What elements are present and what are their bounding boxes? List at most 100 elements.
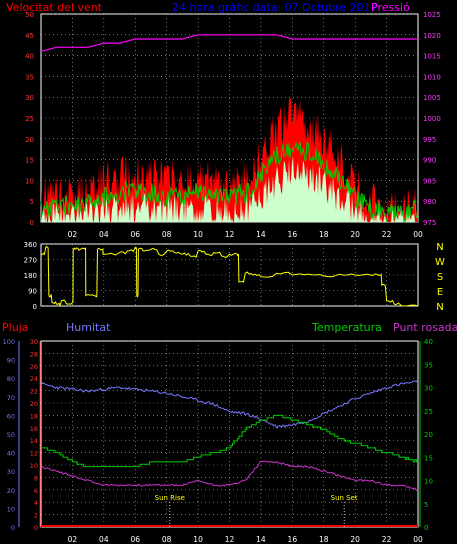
temperature-tick-label: 20 xyxy=(424,431,433,439)
sunset-label: Sun Set xyxy=(331,494,358,502)
rain-tick-label: 18 xyxy=(30,412,38,420)
wind-tick-label: 25 xyxy=(25,115,34,123)
wind-tick-label: 30 xyxy=(25,94,34,102)
humidity-tick-label: 90 xyxy=(7,357,15,365)
pressure-tick-label: 975 xyxy=(423,219,436,227)
humidity-tick-label: 80 xyxy=(7,375,15,383)
wind-tick-label: 50 xyxy=(25,11,34,19)
sunrise-label: Sun Rise xyxy=(155,494,185,502)
humidity-tick-label: 100 xyxy=(3,338,15,346)
temp-time-tick: 08 xyxy=(162,535,172,544)
wind-tick-label: 35 xyxy=(25,73,34,81)
temperature-tick-label: 10 xyxy=(424,478,433,486)
wind-time-tick: 02 xyxy=(68,230,78,239)
humidity-tick-label: 30 xyxy=(7,468,15,476)
rain-tick-label: 22 xyxy=(30,388,38,396)
pressure-tick-label: 1025 xyxy=(423,11,441,19)
wind-time-tick: 08 xyxy=(162,230,172,239)
direction-tick-label: 0 xyxy=(33,303,37,311)
pressure-tick-label: 1000 xyxy=(423,115,441,123)
temp-time-tick: 06 xyxy=(130,535,140,544)
humidity-line xyxy=(40,380,419,429)
direction-tick-label: 90 xyxy=(28,288,37,296)
temperature-title: Temperatura xyxy=(311,321,382,334)
temp-time-tick: 18 xyxy=(319,535,329,544)
dew-point-line xyxy=(40,460,419,491)
date-title: 24 hora gràfic data: 07 Octubre 2017 xyxy=(172,1,378,14)
temp-time-tick: 04 xyxy=(99,535,109,544)
humidity-tick-label: 40 xyxy=(7,450,15,458)
compass-label: N xyxy=(436,242,443,253)
wind-speed-title: Velocitat del vent xyxy=(6,1,103,14)
wind-tick-label: 40 xyxy=(25,53,34,61)
temperature-tick-label: 30 xyxy=(424,385,433,393)
dew-point-title: Punt rosada xyxy=(393,321,457,334)
rain-tick-label: 8 xyxy=(34,474,38,482)
temp-time-tick: 14 xyxy=(256,535,266,544)
humidity-tick-label: 20 xyxy=(7,487,15,495)
direction-tick-label: 180 xyxy=(24,272,37,280)
rain-tick-label: 12 xyxy=(30,450,38,458)
pressure-line xyxy=(40,34,418,52)
wind-tick-label: 5 xyxy=(30,198,34,206)
compass-label: S xyxy=(437,272,443,283)
humidity-tick-label: 10 xyxy=(7,505,15,513)
pressure-tick-label: 980 xyxy=(423,198,436,206)
wind-time-tick: 12 xyxy=(225,230,235,239)
direction-tick-label: 360 xyxy=(24,241,37,249)
temperature-tick-label: 35 xyxy=(424,361,433,369)
humidity-title: Humitat xyxy=(66,321,111,334)
temperature-tick-label: 15 xyxy=(424,454,433,462)
humidity-tick-label: 0 xyxy=(11,524,15,532)
wind-direction-line xyxy=(40,245,419,307)
temp-time-tick: 12 xyxy=(225,535,235,544)
rain-tick-label: 30 xyxy=(30,338,38,346)
temperature-tick-label: 40 xyxy=(424,338,433,346)
wind-time-tick: 04 xyxy=(99,230,109,239)
pressure-tick-label: 985 xyxy=(423,177,436,185)
temperature-tick-label: 0 xyxy=(424,524,428,532)
wind-tick-label: 10 xyxy=(25,177,34,185)
wind-time-tick: 20 xyxy=(350,230,360,239)
wind-time-tick: 06 xyxy=(130,230,140,239)
temp-time-tick: 02 xyxy=(68,535,78,544)
wind-speed-line xyxy=(40,141,419,224)
humidity-tick-label: 60 xyxy=(7,412,15,420)
rain-tick-label: 20 xyxy=(30,400,38,408)
compass-label: N xyxy=(436,302,443,313)
compass-label: W xyxy=(435,257,445,268)
wind-min-area xyxy=(41,156,418,222)
temp-time-tick: 10 xyxy=(193,535,203,544)
rain-tick-label: 16 xyxy=(30,425,38,433)
pressure-tick-label: 1015 xyxy=(423,53,441,61)
rain-title: Pluja xyxy=(2,321,28,334)
pressure-tick-label: 990 xyxy=(423,157,436,165)
temp-time-tick: 20 xyxy=(350,535,360,544)
temperature-line xyxy=(41,414,418,468)
wind-time-tick: 22 xyxy=(382,230,392,239)
wind-tick-label: 45 xyxy=(25,32,34,40)
pressure-title: Pressió xyxy=(371,1,410,14)
rain-tick-label: 6 xyxy=(34,487,38,495)
rain-tick-label: 28 xyxy=(30,350,38,358)
rain-tick-label: 2 xyxy=(34,512,38,520)
rain-tick-label: 26 xyxy=(30,363,38,371)
rain-tick-label: 10 xyxy=(30,462,38,470)
pressure-tick-label: 995 xyxy=(423,136,436,144)
rain-tick-label: 24 xyxy=(30,375,38,383)
pressure-tick-label: 1020 xyxy=(423,32,441,40)
pressure-tick-label: 1005 xyxy=(423,94,441,102)
temp-time-tick: 16 xyxy=(288,535,298,544)
humidity-tick-label: 50 xyxy=(7,431,15,439)
rain-tick-label: 0 xyxy=(34,524,38,532)
temperature-tick-label: 5 xyxy=(424,501,428,509)
compass-label: E xyxy=(437,287,443,298)
wind-time-tick: 18 xyxy=(319,230,329,239)
pressure-tick-label: 1010 xyxy=(423,73,441,81)
temperature-tick-label: 25 xyxy=(424,408,433,416)
wind-time-tick: 00 xyxy=(413,230,423,239)
rain-tick-label: 14 xyxy=(30,437,38,445)
wind-time-tick: 14 xyxy=(256,230,266,239)
